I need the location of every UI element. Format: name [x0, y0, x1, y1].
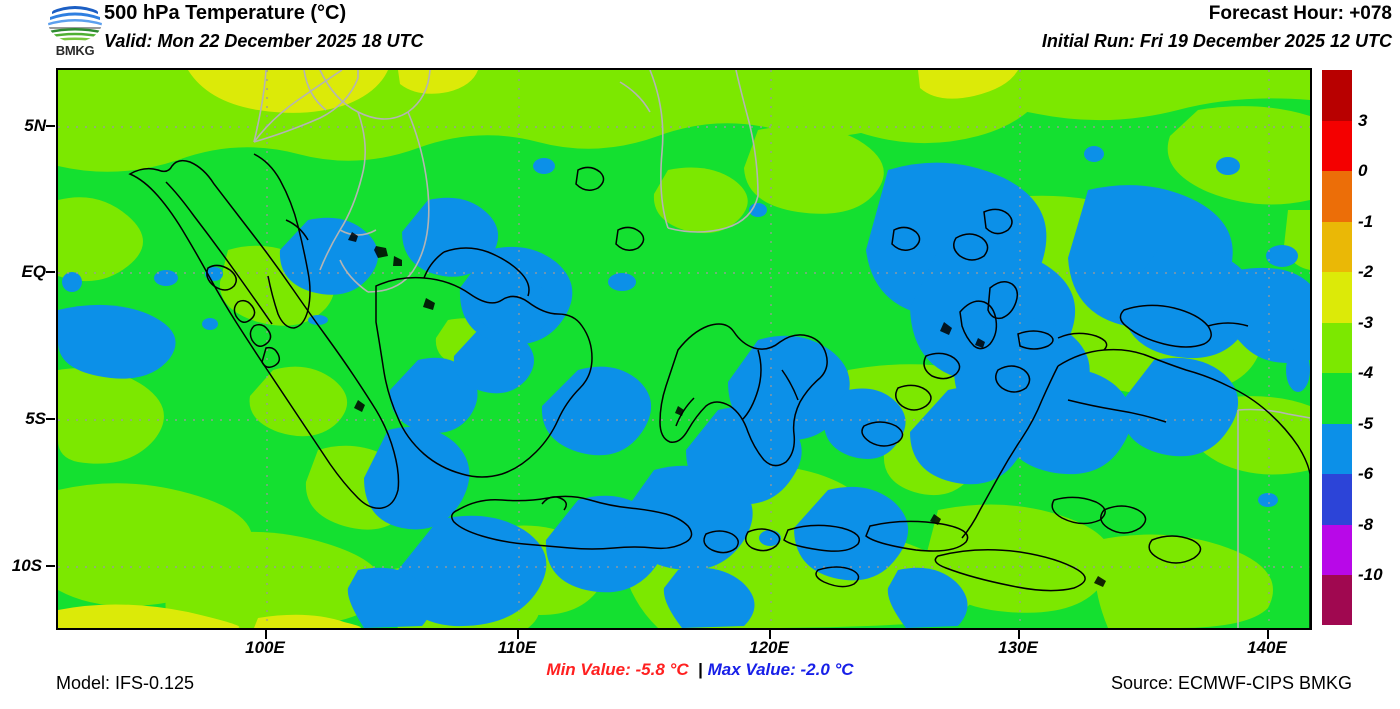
source-label: Source: ECMWF-CIPS BMKG [1110, 673, 1352, 693]
colorbar-band [1322, 171, 1352, 222]
y-tick-label-10s: 10S [11, 556, 42, 575]
x-tick-label-130e: 130E [998, 638, 1038, 657]
x-tick-label-140e: 140E [1247, 638, 1287, 657]
colorbar-band [1322, 524, 1352, 575]
model-label: Model: IFS-0.125 [56, 673, 195, 693]
colorbar-band [1322, 373, 1352, 424]
colorbar-band [1322, 322, 1352, 373]
valid-time-label: Valid: Mon 22 December 2025 18 UTC [104, 31, 424, 51]
colorbar-label--2: -2 [1358, 262, 1374, 281]
x-tick-mark [769, 630, 771, 639]
colorbar-band [1322, 120, 1352, 171]
coastlines [128, 153, 1310, 628]
colorbar-band [1322, 474, 1352, 525]
y-tick-label-eq: EQ [21, 262, 46, 281]
colorbar-band [1322, 272, 1352, 323]
colorbar-label--6: -6 [1358, 464, 1374, 483]
colorbar-label--10: -10 [1358, 565, 1383, 584]
min-max-row: Min Value: -5.8 °C | Max Value: -2.0 °C [0, 660, 1400, 680]
temperature-field [58, 70, 1310, 628]
y-tick-label-5n: 5N [24, 116, 46, 135]
bmkg-logo-icon [48, 2, 102, 44]
y-tick-label-5s: 5S [25, 409, 46, 428]
bmkg-logo-label: BMKG [55, 43, 95, 58]
colorbar-label--1: -1 [1358, 211, 1374, 231]
y-tick-mark [46, 125, 55, 127]
colorbar-label--3: -3 [1358, 312, 1374, 332]
x-tick-mark [517, 630, 519, 639]
colorbar-band [1322, 70, 1352, 121]
colorbar-label--5: -5 [1358, 413, 1374, 433]
minmax-separator: | [698, 660, 703, 679]
temperature-colorbar: 3 0 -1 -2 -3 -4 -5 -6 -8 -10 [1322, 70, 1383, 625]
x-tick-label-100e: 100E [245, 638, 285, 657]
colorbar-label-3: 3 [1358, 110, 1368, 130]
country-borders [253, 70, 1310, 628]
x-tick-mark [1267, 630, 1269, 639]
min-value-label: Min Value: -5.8 °C [546, 660, 689, 679]
weather-map[interactable]: Copyright Sub Bidang Prediksi Cuaca BMKG… [56, 68, 1312, 630]
header-bar: BMKG 500 hPa Temperature (°C) Valid: Mon… [0, 0, 1400, 64]
colorbar-label-0: 0 [1358, 161, 1368, 180]
colorbar-label--8: -8 [1358, 514, 1374, 534]
forecast-hour-label: Forecast Hour: +078 [1208, 3, 1392, 24]
x-tick-label-120e: 120E [749, 638, 789, 657]
x-tick-mark [265, 630, 267, 639]
colorbar-label--4: -4 [1358, 363, 1374, 382]
x-tick-label-110e: 110E [497, 638, 537, 657]
colorbar-band [1322, 575, 1352, 625]
max-value-label: Max Value: -2.0 °C [707, 660, 854, 679]
colorbar-band [1322, 423, 1352, 474]
x-tick-mark [1018, 630, 1020, 639]
bmkg-logo: BMKG [44, 2, 106, 60]
y-tick-mark [46, 565, 55, 567]
page-title: 500 hPa Temperature (°C) [104, 2, 347, 24]
initial-run-label: Initial Run: Fri 19 December 2025 12 UTC [1041, 31, 1392, 51]
colorbar-band [1322, 221, 1352, 272]
y-tick-mark [46, 271, 55, 273]
y-tick-mark [46, 418, 55, 420]
